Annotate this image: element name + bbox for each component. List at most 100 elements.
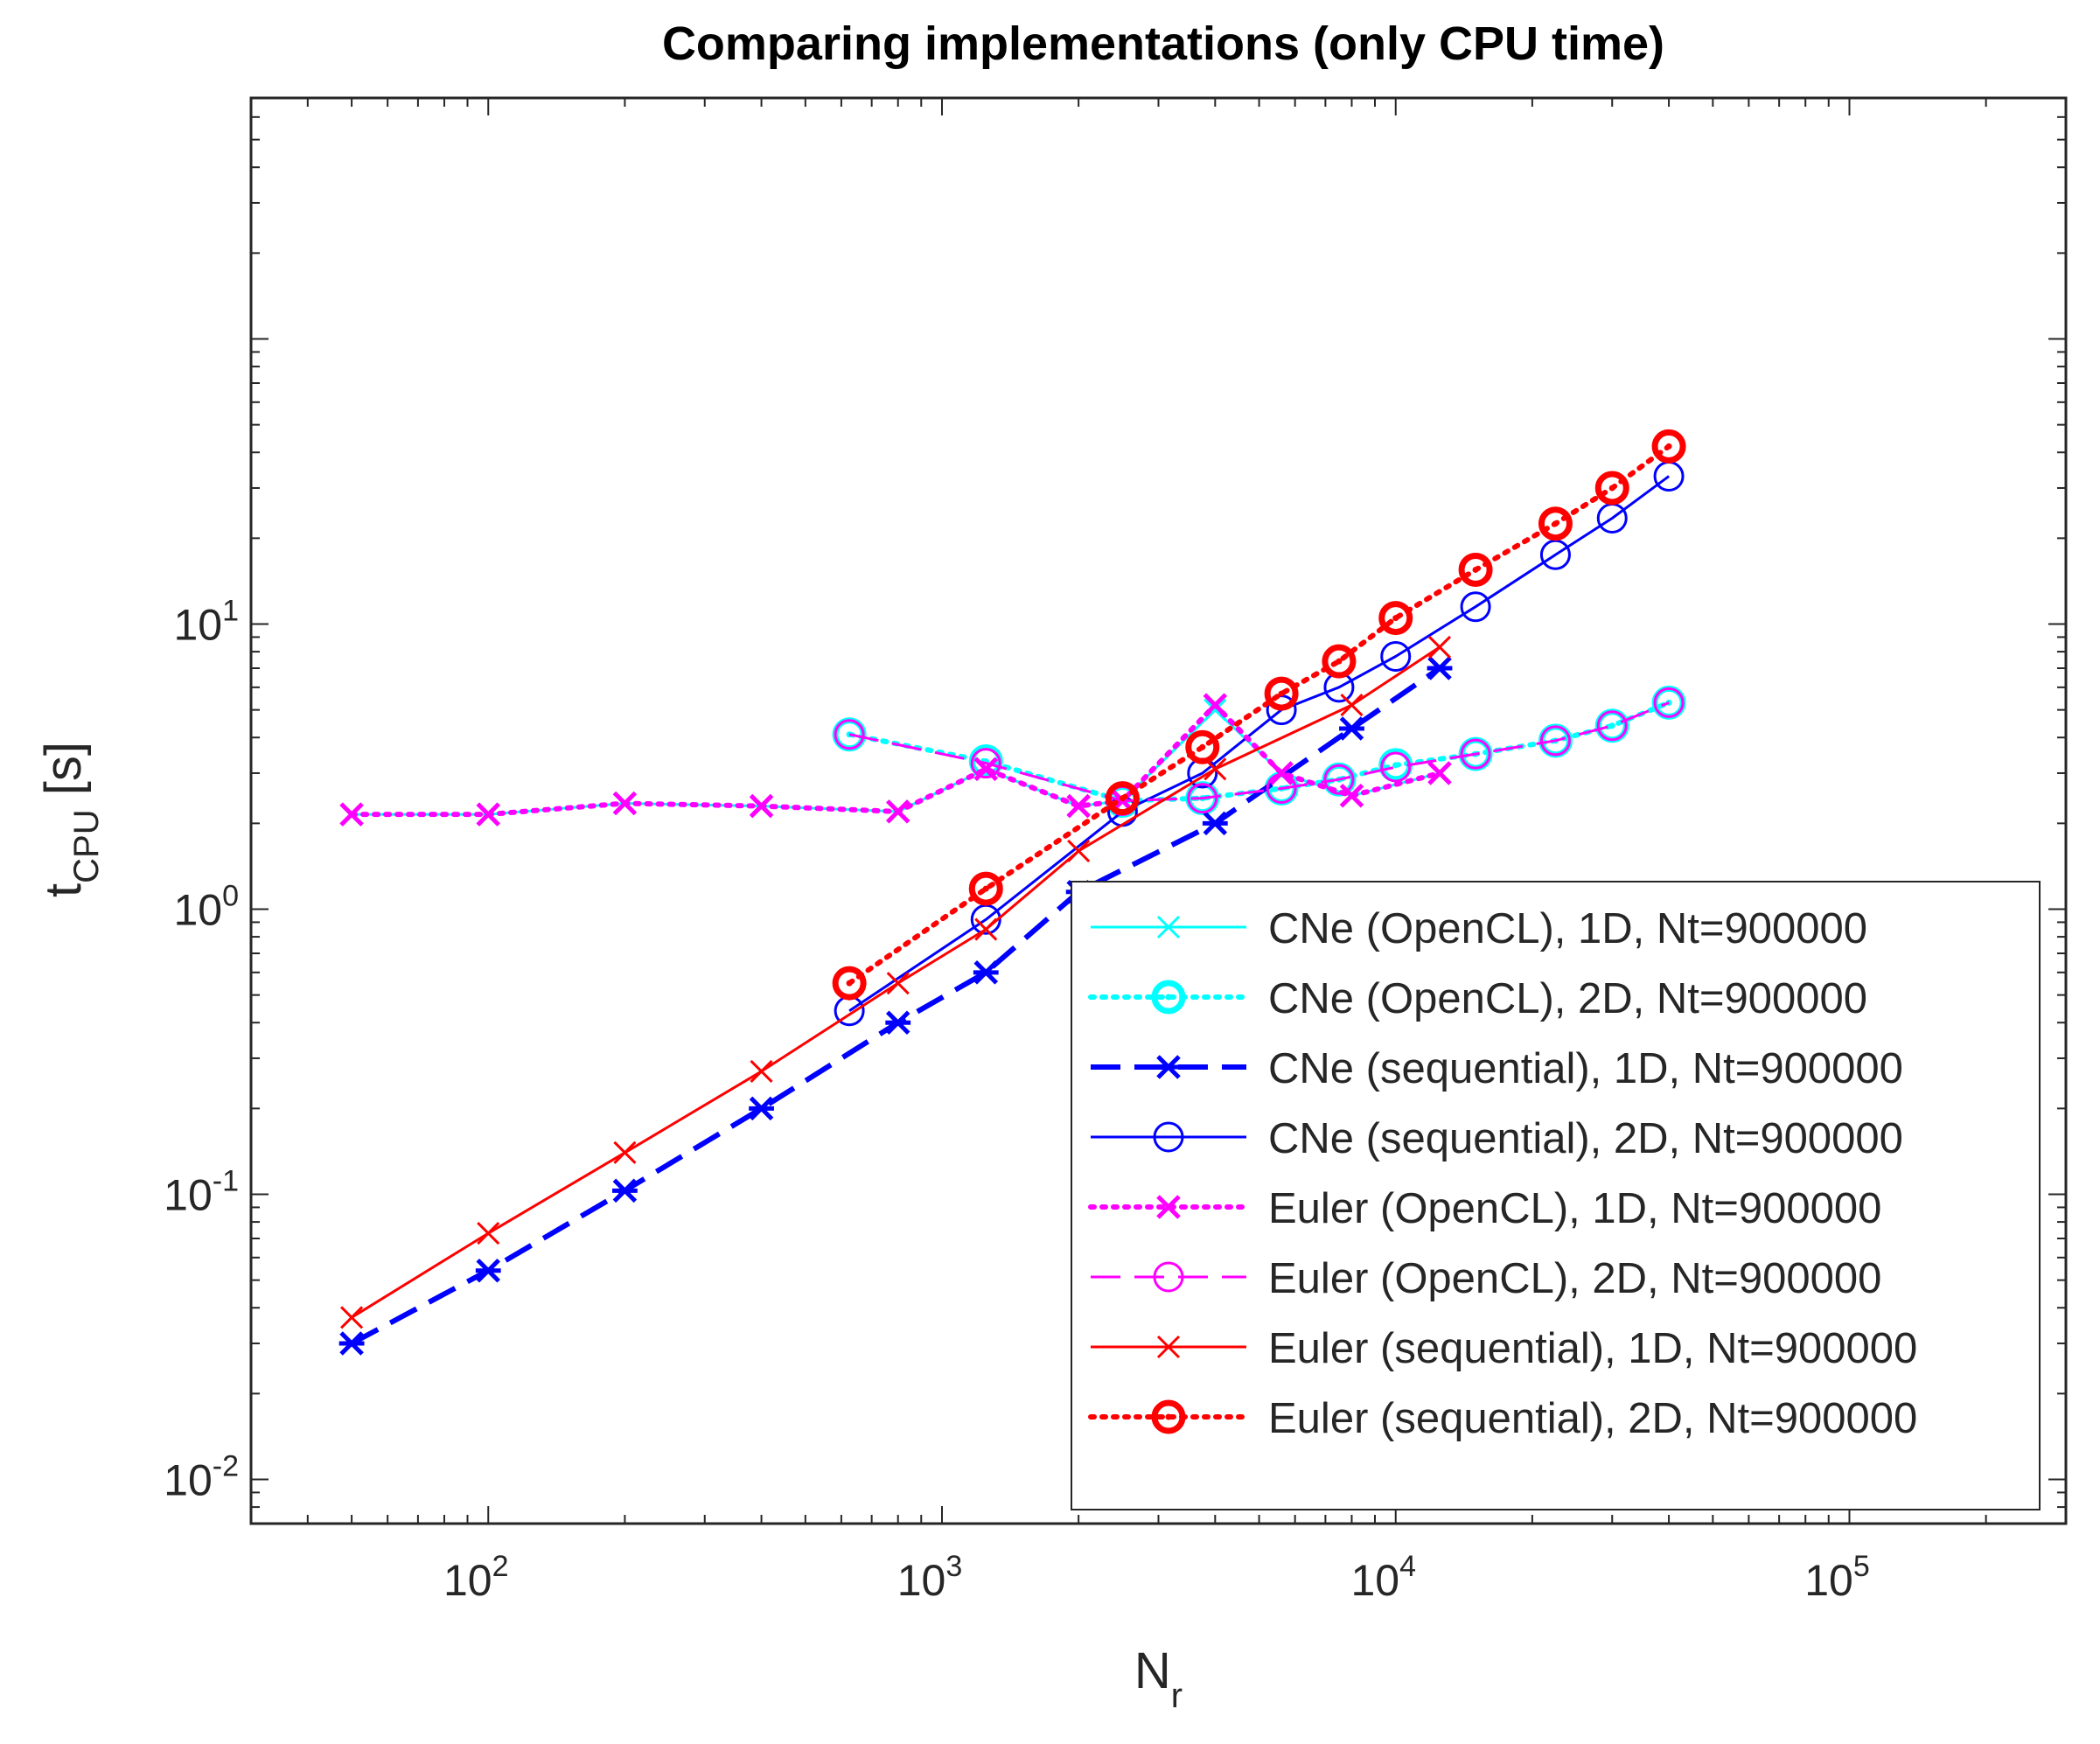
legend-item-5-label: Euler (OpenCL), 1D, Nt=900000 bbox=[1268, 1185, 1881, 1232]
legend-item-8-marker-dot bbox=[1165, 1413, 1172, 1420]
series-3-point-5 bbox=[885, 1010, 911, 1035]
legend-item-6-marker bbox=[1153, 1261, 1184, 1293]
series-8 bbox=[832, 429, 1686, 1001]
legend-item-8: Euler (sequential), 2D, Nt=900000 bbox=[1088, 1395, 1917, 1442]
y-axis-label: tCPU [s] bbox=[35, 742, 106, 897]
legend-item-7-label: Euler (sequential), 1D, Nt=900000 bbox=[1268, 1325, 1917, 1372]
series-7-point-5 bbox=[886, 972, 910, 995]
legend-item-2: CNe (OpenCL), 2D, Nt=900000 bbox=[1088, 975, 1867, 1022]
series-4-point-7 bbox=[1380, 641, 1412, 673]
series-4-point-8 bbox=[1460, 591, 1491, 623]
series-7-point-9 bbox=[1340, 694, 1364, 717]
series-8-point-6 bbox=[1322, 644, 1357, 679]
series-2-point-7-dot bbox=[1392, 762, 1399, 769]
series-8-point-2-dot bbox=[982, 885, 989, 892]
legend-box bbox=[1071, 881, 2041, 1510]
x-axis-label: Nr bbox=[1134, 1643, 1183, 1715]
legend-item-6: Euler (OpenCL), 2D, Nt=900000 bbox=[1091, 1255, 1881, 1302]
legend-item-6-label: Euler (OpenCL), 2D, Nt=900000 bbox=[1268, 1255, 1881, 1302]
series-8-point-4 bbox=[1185, 729, 1220, 764]
y-tick-label-exp: 1 bbox=[222, 595, 239, 628]
y-tick-label-base: 10 bbox=[173, 601, 222, 650]
series-5-point-1 bbox=[339, 802, 364, 827]
legend-item-8-marker bbox=[1151, 1399, 1186, 1434]
x-tick-label-exp: 3 bbox=[945, 1550, 962, 1583]
series-6-point-5 bbox=[1266, 773, 1297, 805]
series-3-point-2 bbox=[475, 1258, 501, 1283]
series-5-point-12 bbox=[1427, 761, 1452, 785]
series-8-point-3 bbox=[1105, 781, 1140, 816]
y-tick-label-exp: 0 bbox=[222, 880, 239, 913]
series-5-point-3 bbox=[612, 791, 638, 816]
series-5-point-4 bbox=[749, 793, 774, 819]
y-axis-label-sub: CPU bbox=[67, 809, 106, 882]
series-3-point-1 bbox=[338, 1331, 365, 1356]
series-7-point-1 bbox=[340, 1306, 364, 1329]
x-axis-label-base: N bbox=[1134, 1643, 1171, 1699]
x-tick-label: 102 bbox=[443, 1550, 509, 1605]
x-tick-label-exp: 4 bbox=[1399, 1550, 1416, 1583]
series-7-point-3 bbox=[613, 1141, 637, 1164]
series-4-point-9 bbox=[1539, 539, 1571, 570]
legend-item-2-marker bbox=[1151, 980, 1186, 1015]
x-axis-label-sub: r bbox=[1171, 1677, 1183, 1715]
legend-item-4-label: CNe (sequential), 2D, Nt=900000 bbox=[1268, 1115, 1903, 1162]
series-3-point-9 bbox=[1339, 716, 1364, 741]
x-tick-label-exp: 5 bbox=[1853, 1550, 1870, 1583]
series-6-point-1 bbox=[834, 719, 865, 750]
legend-item-2-label: CNe (OpenCL), 2D, Nt=900000 bbox=[1268, 975, 1867, 1022]
series-7 bbox=[340, 635, 1452, 1329]
series-7-point-4 bbox=[750, 1059, 773, 1083]
series-7-point-2 bbox=[477, 1221, 500, 1245]
series-8-point-2 bbox=[968, 871, 1003, 906]
series-6-point-7 bbox=[1380, 751, 1412, 783]
series-6-point-9 bbox=[1539, 725, 1571, 757]
plot-area bbox=[338, 429, 1686, 1356]
x-tick-label: 105 bbox=[1804, 1550, 1870, 1605]
y-axis-label-base: t bbox=[35, 883, 92, 897]
series-8-point-4-dot bbox=[1199, 743, 1206, 750]
y-axis-label-suffix: [s] bbox=[35, 742, 92, 809]
legend-item-7: Euler (sequential), 1D, Nt=900000 bbox=[1091, 1325, 1917, 1372]
chart-title: Comparing implementations (only CPU time… bbox=[662, 17, 1664, 70]
series-6-point-8 bbox=[1460, 738, 1491, 770]
x-tick-label-base: 10 bbox=[1350, 1556, 1399, 1605]
x-tick-label-exp: 2 bbox=[492, 1550, 509, 1583]
series-5-point-10 bbox=[1269, 761, 1294, 785]
y-tick-label-base: 10 bbox=[173, 886, 222, 935]
series-5-point-9 bbox=[1203, 693, 1228, 717]
series-3-point-3 bbox=[612, 1178, 638, 1203]
legend-item-4-marker bbox=[1153, 1121, 1184, 1153]
series-3-point-6 bbox=[973, 960, 999, 985]
series-6-point-11 bbox=[1653, 687, 1685, 718]
series-4 bbox=[834, 460, 1685, 1027]
series-3-point-4 bbox=[749, 1096, 774, 1121]
series-8-point-6-dot bbox=[1336, 658, 1343, 665]
series-6-point-4 bbox=[1187, 783, 1218, 814]
x-tick-label-base: 10 bbox=[897, 1556, 946, 1605]
y-tick-label-base: 10 bbox=[164, 1456, 213, 1505]
series-8-line bbox=[847, 443, 1672, 987]
series-8-point-7-dot bbox=[1392, 615, 1399, 622]
x-tick-label-base: 10 bbox=[443, 1556, 492, 1605]
series-8-point-5-dot bbox=[1278, 690, 1285, 697]
series-7-point-7 bbox=[1067, 839, 1091, 863]
legend-item-4: CNe (sequential), 2D, Nt=900000 bbox=[1091, 1115, 1903, 1162]
legend-item-7-marker bbox=[1156, 1335, 1181, 1359]
series-8-point-11 bbox=[1651, 429, 1686, 464]
y-tick-label-exp: -1 bbox=[213, 1165, 239, 1198]
y-tick-label: 100 bbox=[173, 880, 239, 935]
series-7-line bbox=[351, 645, 1441, 1319]
y-tick-label: 10-1 bbox=[164, 1165, 239, 1220]
series-8-point-11-dot bbox=[1665, 443, 1672, 450]
series-7-point-6 bbox=[974, 917, 998, 941]
x-tick-label: 104 bbox=[1350, 1550, 1416, 1605]
x-tick-label-base: 10 bbox=[1804, 1556, 1853, 1605]
series-8-point-7 bbox=[1378, 601, 1413, 636]
legend-item-5: Euler (OpenCL), 1D, Nt=900000 bbox=[1088, 1185, 1881, 1232]
legend-item-3-label: CNe (sequential), 1D, Nt=900000 bbox=[1268, 1045, 1903, 1092]
series-8-point-5 bbox=[1264, 676, 1299, 711]
series-8-point-3-dot bbox=[1119, 795, 1126, 802]
series-6-line bbox=[848, 701, 1670, 803]
